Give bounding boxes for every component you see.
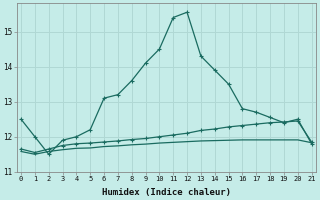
X-axis label: Humidex (Indice chaleur): Humidex (Indice chaleur) [102, 188, 231, 197]
